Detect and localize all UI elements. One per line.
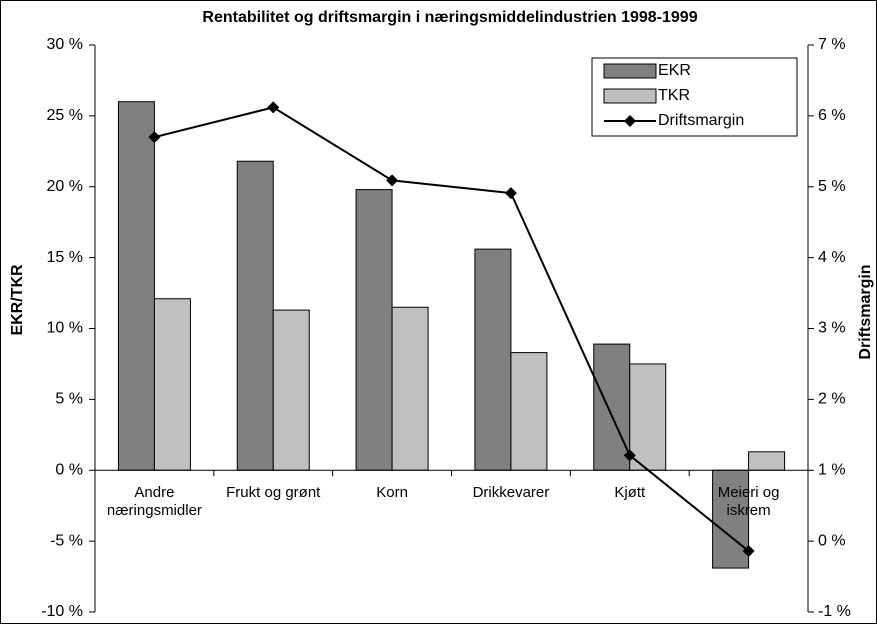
marker bbox=[742, 545, 755, 558]
y2-tick-label: 2 % bbox=[818, 391, 846, 408]
y2-tick-label: 1 % bbox=[818, 461, 846, 478]
y-tick-label: 20 % bbox=[47, 178, 83, 195]
bar bbox=[510, 352, 548, 471]
x-tick-label: Frukt og grønt bbox=[226, 484, 321, 502]
bar bbox=[355, 189, 393, 471]
y-axis-label: EKR/TKR bbox=[9, 264, 26, 336]
bar bbox=[748, 451, 786, 471]
y-tick-label: -5 % bbox=[50, 532, 83, 549]
x-tick-label: Korn bbox=[376, 484, 408, 502]
x-tick-label: Meieri og iskrem bbox=[717, 484, 780, 520]
legend-swatch bbox=[603, 88, 657, 104]
bar bbox=[712, 469, 750, 569]
y2-tick-label: 3 % bbox=[818, 320, 846, 337]
line bbox=[154, 106, 750, 552]
marker bbox=[386, 174, 399, 187]
chart-title: Rentabilitet og driftsmargin i næringsmi… bbox=[202, 9, 697, 26]
y-tick-label: 30 % bbox=[47, 36, 83, 53]
y-tick-label: 5 % bbox=[55, 391, 83, 408]
legend-label: EKR bbox=[658, 62, 691, 79]
bar bbox=[153, 298, 191, 471]
marker bbox=[623, 449, 636, 462]
bar bbox=[272, 309, 310, 471]
y2-tick-label: -1 % bbox=[818, 603, 851, 620]
legend-marker bbox=[624, 115, 636, 127]
bar bbox=[236, 160, 274, 471]
marker bbox=[148, 131, 161, 144]
marker bbox=[267, 101, 280, 114]
y2-tick-label: 5 % bbox=[818, 178, 846, 195]
y2-tick-label: 6 % bbox=[818, 107, 846, 124]
bar bbox=[391, 306, 429, 471]
legend-label: Driftsmargin bbox=[658, 112, 744, 129]
bar bbox=[474, 248, 512, 471]
bar bbox=[593, 343, 631, 471]
y-tick-label: 15 % bbox=[47, 249, 83, 266]
y-tick-label: 10 % bbox=[47, 320, 83, 337]
y-tick-label: 0 % bbox=[55, 461, 83, 478]
legend-label: TKR bbox=[658, 87, 690, 104]
legend-swatch bbox=[603, 63, 657, 79]
bar bbox=[629, 363, 667, 471]
y-tick-label: 25 % bbox=[47, 107, 83, 124]
y2-tick-label: 0 % bbox=[818, 532, 846, 549]
y-tick-label: -10 % bbox=[41, 603, 83, 620]
x-tick-label: Drikkevarer bbox=[472, 484, 550, 502]
bar bbox=[117, 101, 155, 471]
y2-tick-label: 7 % bbox=[818, 36, 846, 53]
marker bbox=[504, 187, 517, 200]
y2-tick-label: 4 % bbox=[818, 249, 846, 266]
y2-axis-label: Driftsmargin bbox=[857, 264, 874, 359]
x-tick-label: Andre næringsmidler bbox=[106, 484, 202, 520]
x-tick-label: Kjøtt bbox=[614, 484, 646, 502]
